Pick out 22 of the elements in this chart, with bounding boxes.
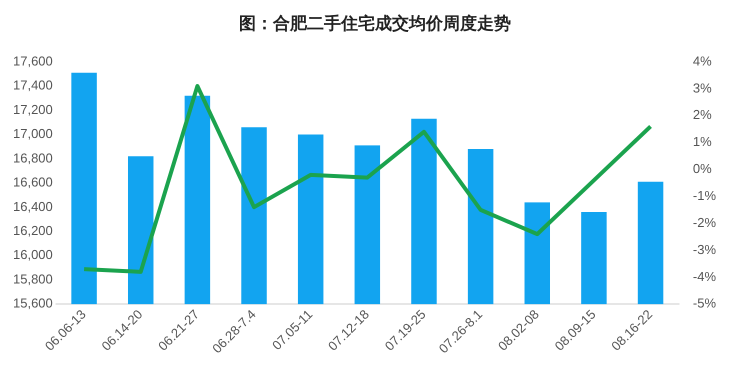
y-tick-label: 16,600	[12, 174, 53, 190]
chart-title: 图：合肥二手住宅成交均价周度走势	[238, 13, 512, 36]
y-tick-label: 17,400	[12, 78, 53, 93]
y2-tick-label: -1%	[692, 188, 716, 204]
y2-tick-label: -2%	[692, 214, 716, 230]
y-tick-label: 16,200	[12, 223, 53, 238]
y-tick-label: 16,000	[12, 247, 53, 262]
y2-tick-label: -5%	[692, 296, 716, 311]
y-tick-label: 16,800	[12, 150, 53, 166]
y-tick-label: 17,000	[12, 126, 53, 142]
y2-tick-label: 0%	[692, 161, 712, 176]
y-tick-label: 15,800	[12, 271, 53, 286]
y2-tick-label: 2%	[692, 107, 712, 122]
y-tick-label: 16,400	[12, 198, 53, 214]
y2-tick-label: -4%	[692, 268, 716, 284]
y-tick-label: 17,200	[12, 102, 53, 117]
y2-tick-label: -3%	[692, 242, 716, 257]
y2-tick-label: 3%	[692, 80, 712, 96]
y2-tick-label: 1%	[692, 134, 712, 150]
y-tick-label: 15,600	[12, 296, 53, 311]
y2-tick-label: 4%	[692, 53, 712, 68]
y-tick-label: 17,600	[12, 53, 53, 68]
